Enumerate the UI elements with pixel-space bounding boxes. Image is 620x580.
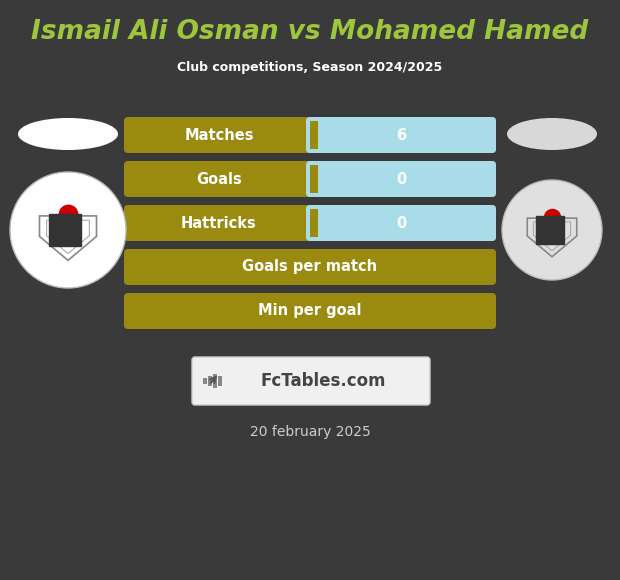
Bar	[218, 376, 222, 386]
Text: Goals: Goals	[196, 172, 242, 187]
FancyBboxPatch shape	[306, 117, 496, 153]
FancyBboxPatch shape	[124, 161, 496, 197]
Text: Ismail Ali Osman vs Mohamed Hamed: Ismail Ali Osman vs Mohamed Hamed	[32, 19, 588, 45]
Text: 0: 0	[396, 172, 406, 187]
Circle shape	[502, 180, 602, 280]
Bar	[213, 374, 217, 388]
Text: Club competitions, Season 2024/2025: Club competitions, Season 2024/2025	[177, 61, 443, 74]
Text: Min per goal: Min per goal	[259, 303, 361, 318]
Bar	[203, 378, 207, 384]
FancyBboxPatch shape	[192, 357, 430, 405]
Text: Matches: Matches	[184, 128, 254, 143]
Bar	[310, 209, 318, 237]
FancyBboxPatch shape	[124, 117, 496, 153]
Text: FcTables.com: FcTables.com	[260, 372, 386, 390]
Ellipse shape	[18, 118, 118, 150]
FancyBboxPatch shape	[124, 249, 496, 285]
Text: Hattricks: Hattricks	[181, 216, 257, 230]
Text: Goals per match: Goals per match	[242, 259, 378, 274]
FancyBboxPatch shape	[124, 293, 496, 329]
FancyBboxPatch shape	[306, 161, 496, 197]
FancyBboxPatch shape	[124, 205, 496, 241]
Circle shape	[10, 172, 126, 288]
Text: 20 february 2025: 20 february 2025	[250, 425, 370, 439]
Bar	[310, 121, 318, 149]
Bar	[310, 165, 318, 193]
Text: 0: 0	[396, 216, 406, 230]
FancyBboxPatch shape	[306, 205, 496, 241]
Bar	[208, 376, 212, 386]
Text: 6: 6	[396, 128, 406, 143]
Ellipse shape	[507, 118, 597, 150]
